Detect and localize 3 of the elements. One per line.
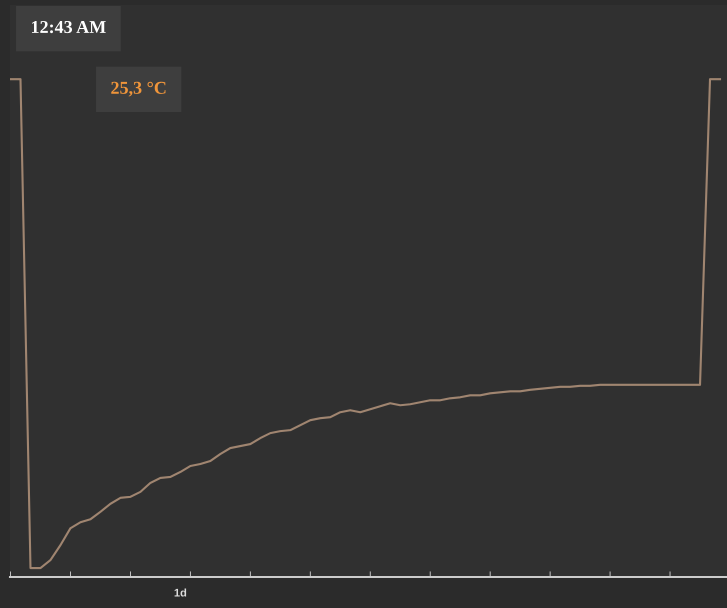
annotation: 25,3 °C — [111, 82, 166, 97]
text: 1d — [174, 588, 186, 597]
text: 12:43 AM — [32, 20, 106, 34]
